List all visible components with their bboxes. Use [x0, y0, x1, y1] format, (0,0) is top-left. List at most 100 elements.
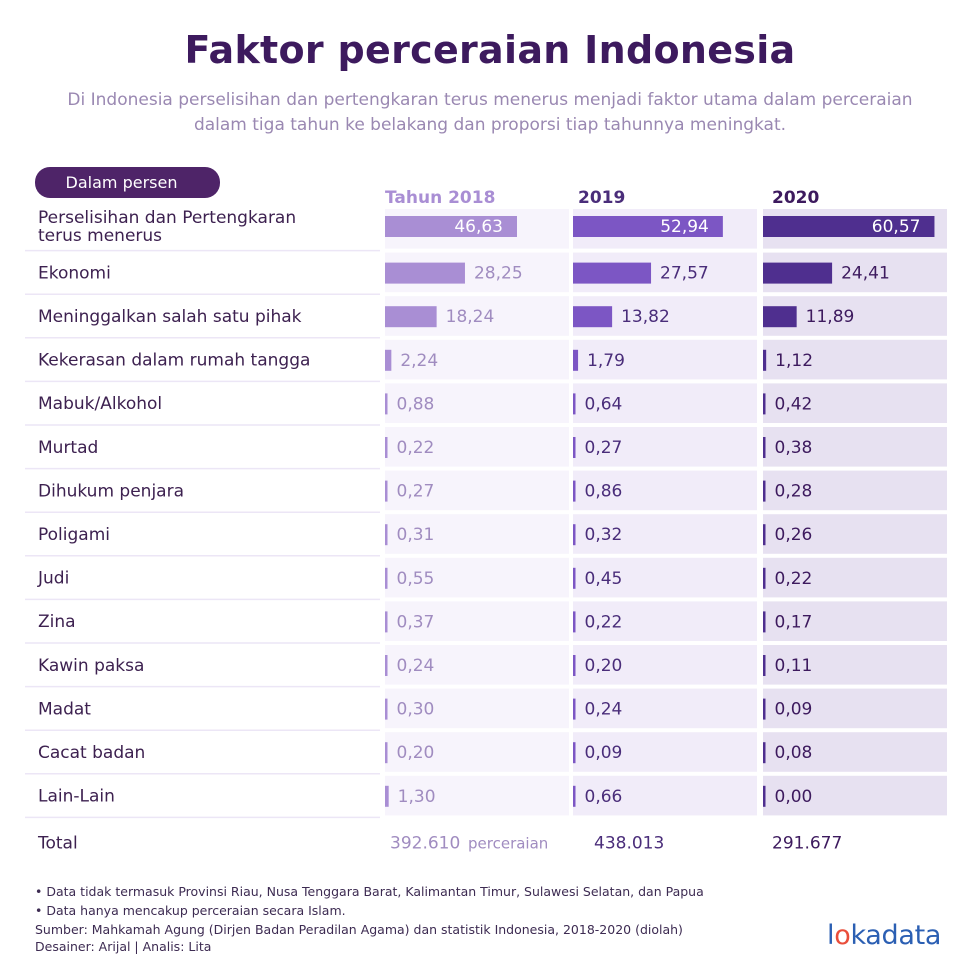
bar-2018 [385, 524, 388, 546]
logo-part-2: kadata [850, 920, 942, 951]
bar-2019 [573, 655, 576, 676]
value-label: 0,20 [585, 656, 623, 676]
bar-2019 [573, 216, 723, 237]
value-label: 0,17 [775, 612, 813, 632]
value-label: 52,94 [660, 217, 709, 237]
bar-2019 [573, 437, 576, 458]
cell-band-2018 [385, 732, 569, 772]
cell-band-2020 [763, 339, 947, 380]
bar-2020 [763, 349, 767, 371]
total-value: 392.610 [390, 833, 460, 853]
category-label: Kawin paksa [38, 656, 144, 676]
value-label: 0,24 [585, 700, 623, 720]
value-label: 0,28 [775, 482, 813, 502]
value-label: 18,24 [446, 307, 495, 327]
category-label: Murtad [38, 438, 98, 458]
cell-band-2020 [763, 688, 947, 729]
value-label: 24,41 [841, 264, 890, 284]
bar-2018 [385, 742, 388, 764]
category-label: Cacat badan [38, 743, 145, 763]
cell-band-2020 [763, 775, 947, 816]
cell-band-2018 [385, 775, 569, 816]
total-label: Total [37, 833, 78, 853]
value-label: 0,64 [585, 394, 623, 414]
value-label: 0,08 [775, 743, 813, 763]
category-label: Perselisihan dan Pertengkaran [38, 208, 296, 228]
cell-band-2018 [385, 557, 569, 598]
unit-label-pill: Dalam persen [35, 167, 220, 198]
bar-2019 [573, 306, 613, 328]
bar-2020 [763, 655, 766, 676]
value-label: 0,26 [775, 525, 813, 545]
category-label: Mabuk/Alkohol [38, 394, 162, 414]
value-label: 27,57 [660, 264, 709, 284]
value-label: 0,31 [397, 525, 435, 545]
cell-band-2018 [385, 427, 569, 467]
value-label: 0,22 [397, 438, 435, 458]
bar-2020 [763, 567, 766, 589]
value-label: 1,79 [587, 351, 625, 371]
value-label: 0,27 [397, 482, 435, 502]
bar-2020 [763, 480, 766, 502]
bar-2020 [763, 306, 797, 328]
source-text: Sumber: Mahkamah Agung (Dirjen Badan Per… [35, 922, 683, 937]
value-label: 2,24 [400, 351, 438, 371]
category-label: terus menerus [38, 226, 162, 246]
cell-band-2019 [573, 514, 757, 554]
value-label: 0,88 [397, 394, 435, 414]
bar-2019 [573, 262, 652, 284]
value-label: 0,66 [585, 787, 623, 807]
cell-band-2020 [763, 514, 947, 554]
value-label: 0,42 [775, 394, 813, 414]
bar-2019 [573, 524, 576, 546]
column-header-2019: 2019 [578, 188, 626, 208]
bar-2018 [385, 437, 388, 458]
page-title: Faktor perceraian Indonesia [184, 28, 796, 72]
value-label: 0,55 [397, 569, 435, 589]
value-label: 0,09 [775, 700, 813, 720]
cell-band-2019 [573, 339, 757, 380]
bar-2018 [385, 393, 388, 415]
cell-band-2019 [573, 470, 757, 511]
value-label: 11,89 [806, 307, 855, 327]
cell-band-2019 [573, 645, 757, 685]
category-label: Meninggalkan salah satu pihak [38, 307, 302, 327]
cell-band-2020 [763, 732, 947, 772]
footnote-2: • Data hanya mencakup perceraian secara … [35, 903, 346, 918]
cell-band-2018 [385, 383, 569, 423]
bar-2020 [763, 216, 935, 237]
cell-band-2018 [385, 601, 569, 641]
bar-2018 [385, 698, 388, 720]
value-label: 0,30 [397, 700, 435, 720]
value-label: 0,37 [397, 612, 435, 632]
column-header-2018: Tahun 2018 [385, 188, 496, 208]
credits-text: Desainer: Arijal | Analis: Lita [35, 939, 212, 954]
cell-band-2019 [573, 775, 757, 816]
bar-2020 [763, 698, 766, 720]
bar-2020 [763, 785, 766, 807]
value-label: 0,09 [585, 743, 623, 763]
footnote-1-text: Data tidak termasuk Provinsi Riau, Nusa … [46, 884, 704, 899]
category-label: Dihukum penjara [38, 481, 184, 501]
category-label: Kekerasan dalam rumah tangga [38, 351, 310, 371]
bar-2018 [385, 480, 388, 502]
value-label: 1,30 [398, 787, 436, 807]
cell-band-2020 [763, 557, 947, 598]
category-label: Lain-Lain [38, 787, 115, 807]
cell-band-2018 [385, 688, 569, 729]
value-label: 0,86 [585, 482, 623, 502]
total-value: 291.677 [772, 833, 842, 853]
value-label: 0,20 [397, 743, 435, 763]
category-label: Poligami [38, 525, 110, 545]
bar-2018 [385, 655, 388, 676]
value-label: 0,22 [775, 569, 813, 589]
bar-2020 [763, 524, 766, 546]
value-label: 0,45 [585, 569, 623, 589]
value-label: 0,24 [397, 656, 435, 676]
value-label: 13,82 [621, 307, 670, 327]
logo-dot: o [834, 920, 851, 951]
value-label: 0,27 [585, 438, 623, 458]
cell-band-2020 [763, 645, 947, 685]
value-label: 60,57 [872, 217, 921, 237]
